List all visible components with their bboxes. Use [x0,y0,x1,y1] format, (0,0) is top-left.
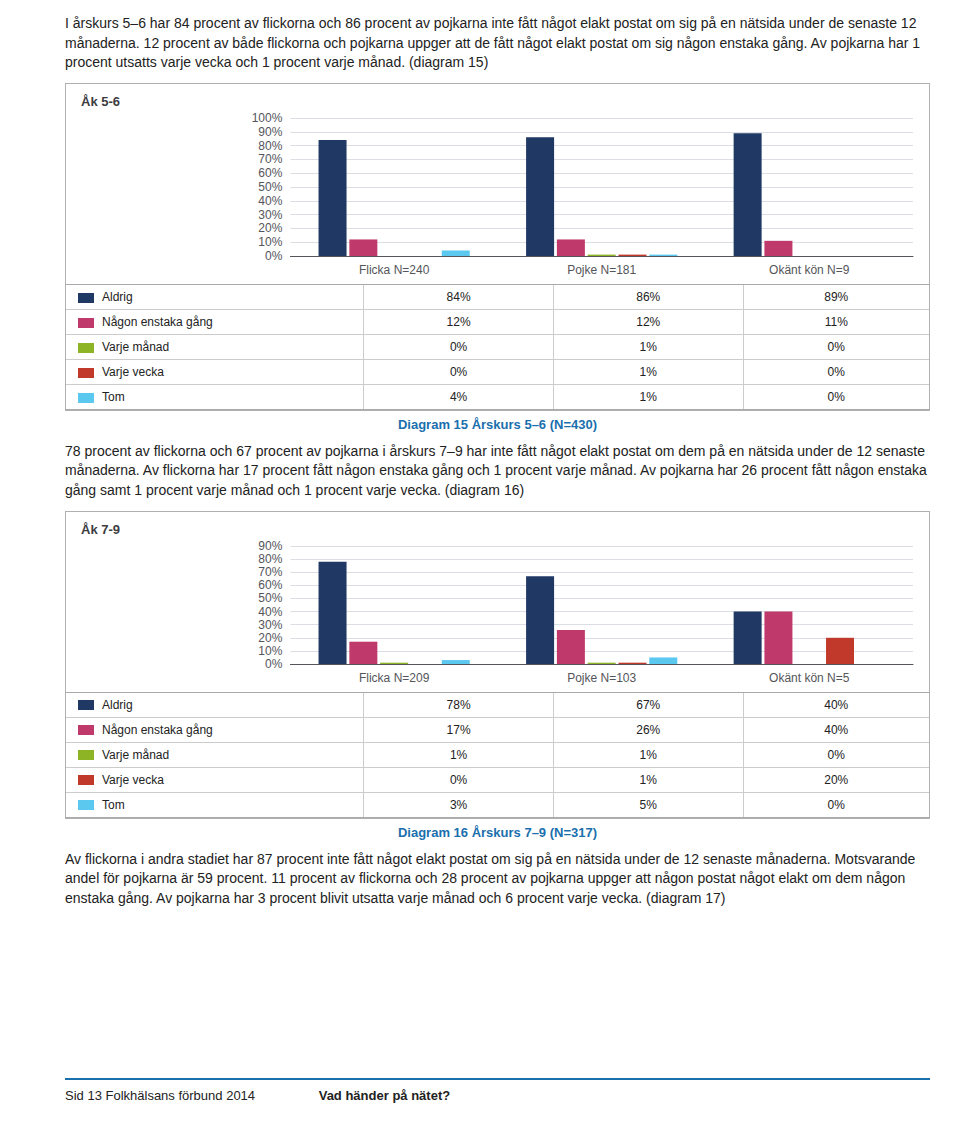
svg-text:20%: 20% [258,630,282,644]
html-text:0%: 0% [449,364,468,379]
html-text:86%: 86% [636,289,661,304]
html-text:12%: 12% [446,314,471,329]
svg-text:60%: 60% [258,578,282,592]
html-text:84%: 84% [446,289,471,304]
html-text:1%: 1% [639,747,657,762]
html-text:4%: 4% [449,389,468,404]
svg-text:70%: 70% [258,565,282,579]
svg-text:40%: 40% [258,604,282,618]
html-text:Någon enstaka gång: Någon enstaka gång [102,314,213,329]
svg-text:Åk 5-6: Åk 5-6 [81,94,120,109]
html-text:0%: 0% [827,389,845,404]
html-text:89%: 89% [824,289,849,304]
html-text:0%: 0% [827,364,845,379]
svg-text:40%: 40% [258,194,282,208]
html-text:Varje månad: Varje månad [102,339,170,354]
html-text:Varje vecka: Varje vecka [102,772,164,787]
svg-text:0%: 0% [265,249,283,263]
svg-text:50%: 50% [258,180,282,194]
html-text:Aldrig: Aldrig [102,697,133,712]
html-text:Varje vecka: Varje vecka [102,364,164,379]
html-text:0%: 0% [827,797,845,812]
svg-text:Pojke N=103: Pojke N=103 [567,671,636,685]
html-text:78%: 78% [446,697,471,712]
html-text:Tom: Tom [102,797,125,812]
html-text:26%: 26% [636,722,661,737]
svg-text:Okänt kön N=9: Okänt kön N=9 [769,263,850,277]
svg-text:10%: 10% [258,235,282,249]
html-text:40%: 40% [824,722,849,737]
html-text:1%: 1% [639,389,657,404]
svg-text:Flicka N=240: Flicka N=240 [359,263,430,277]
html-text:0%: 0% [449,772,468,787]
html-text:Varje månad: Varje månad [102,747,170,762]
html-text:1%: 1% [639,772,657,787]
html-text:Någon enstaka gång: Någon enstaka gång [102,722,213,737]
html-text:Tom: Tom [102,389,125,404]
html-text:11%: 11% [824,314,848,329]
html-text:1%: 1% [639,339,657,354]
html-text:0%: 0% [827,339,845,354]
svg-text:30%: 30% [258,207,282,221]
html-text:Sid 13 Folkhälsans förbund 201: Sid 13 Folkhälsans förbund 2014 [65,1088,259,1103]
svg-text:60%: 60% [258,166,282,180]
html-text:Vad händer på nätet?: Vad händer på nätet? [318,1088,451,1103]
html-text:1%: 1% [639,364,657,379]
svg-text:80%: 80% [258,552,282,566]
html-text:0%: 0% [827,747,845,762]
html-text:3%: 3% [449,797,468,812]
html-text:17%: 17% [446,722,471,737]
html-text:1%: 1% [449,747,468,762]
html-text:20%: 20% [824,772,849,787]
svg-text:10%: 10% [258,643,282,657]
svg-text:50%: 50% [258,591,282,605]
html-text:67%: 67% [636,697,661,712]
html-text:40%: 40% [824,697,849,712]
html-text:I årskurs 5–6 har 84 procent a: I årskurs 5–6 har 84 procent av flickorn… [65,15,921,71]
svg-text:90%: 90% [258,125,282,139]
html-text:Aldrig: Aldrig [102,289,133,304]
svg-text:70%: 70% [258,152,282,166]
svg-text:100%: 100% [252,111,283,125]
svg-text:Åk 7-9: Åk 7-9 [81,522,120,537]
html-text:Av flickorna i andra stadiet h: Av flickorna i andra stadiet har 87 proc… [65,850,916,906]
svg-text:90%: 90% [258,539,282,553]
html-text:Diagram 15 Årskurs 5–6 (N=430): Diagram 15 Årskurs 5–6 (N=430) [398,416,597,432]
svg-text:20%: 20% [258,221,282,235]
svg-text:Flicka N=209: Flicka N=209 [359,671,430,685]
svg-text:80%: 80% [258,138,282,152]
svg-text:0%: 0% [265,657,283,671]
html-text:78 procent av flickorna och 67: 78 procent av flickorna och 67 procent a… [65,442,927,498]
svg-text:Okänt kön N=5: Okänt kön N=5 [769,671,850,685]
html-text:12%: 12% [636,314,661,329]
svg-text:Pojke N=181: Pojke N=181 [567,263,636,277]
svg-text:30%: 30% [258,617,282,631]
html-text:5%: 5% [639,797,657,812]
html-text:0%: 0% [449,339,468,354]
html-text:Diagram 16 Årskurs 7–9 (N=317): Diagram 16 Årskurs 7–9 (N=317) [398,824,597,840]
